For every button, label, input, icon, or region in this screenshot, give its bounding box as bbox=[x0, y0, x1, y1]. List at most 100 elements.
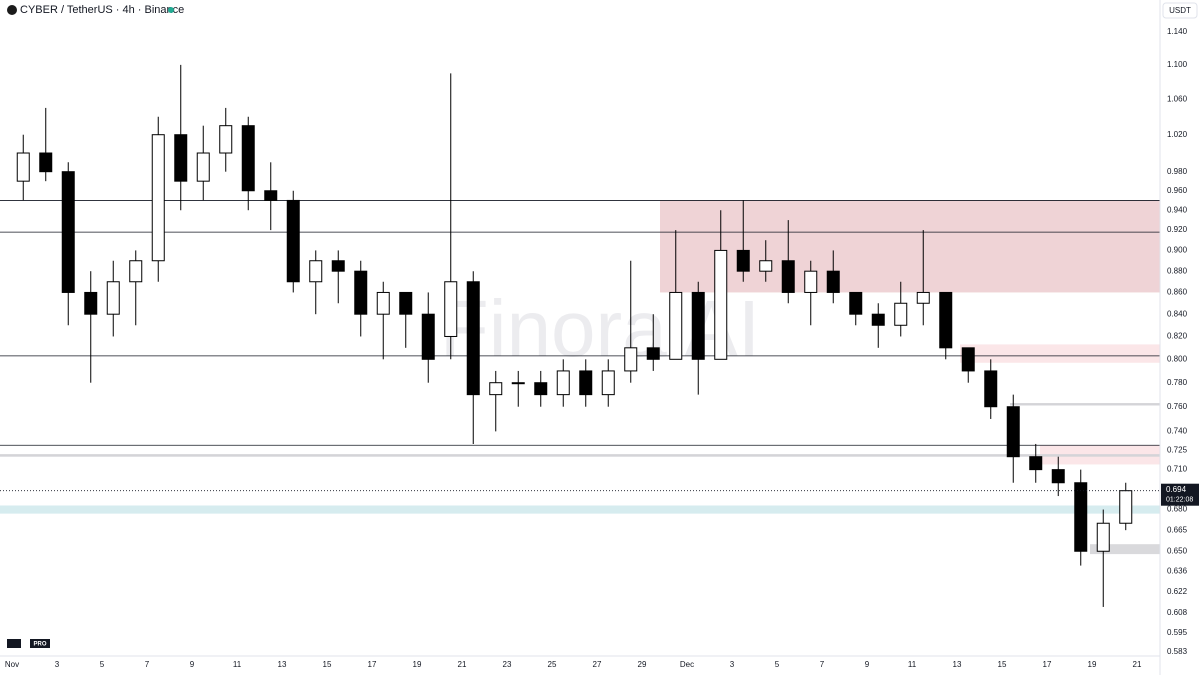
candle-body bbox=[849, 291, 863, 315]
candle-body bbox=[579, 370, 593, 396]
candle-body bbox=[511, 382, 525, 385]
y-tick-label: 0.636 bbox=[1167, 566, 1188, 575]
candle-body bbox=[16, 152, 30, 182]
symbol-title[interactable]: CYBER / TetherUS · 4h · Binance bbox=[20, 4, 184, 16]
candle-body bbox=[961, 347, 975, 372]
candle-body bbox=[196, 152, 210, 182]
y-tick-label: 0.583 bbox=[1167, 647, 1188, 656]
candle-body bbox=[624, 347, 638, 372]
candle-body bbox=[939, 291, 953, 349]
x-tick-label: 23 bbox=[503, 660, 512, 669]
currency-box[interactable] bbox=[1162, 2, 1198, 19]
x-tick-label: 29 bbox=[638, 660, 647, 669]
x-tick-label: 3 bbox=[730, 660, 735, 669]
candle-body bbox=[714, 249, 728, 360]
x-tick-label: 5 bbox=[775, 660, 780, 669]
x-tick-label: 11 bbox=[233, 660, 242, 669]
candle-body bbox=[421, 313, 435, 360]
x-tick-label: 17 bbox=[1043, 660, 1052, 669]
last-price-label: 0.694 bbox=[1166, 485, 1187, 494]
y-tick-label: 0.710 bbox=[1167, 465, 1188, 474]
watermark: Finora AI bbox=[440, 284, 760, 373]
y-tick-label: 1.100 bbox=[1167, 60, 1188, 69]
tv-logo bbox=[7, 639, 21, 648]
candle-body bbox=[669, 291, 683, 360]
x-tick-label: 17 bbox=[368, 660, 377, 669]
candle-body bbox=[556, 370, 570, 396]
candle-body bbox=[399, 291, 413, 315]
candle-body bbox=[1096, 522, 1110, 552]
candle-body bbox=[1006, 406, 1020, 458]
y-tick-label: 0.665 bbox=[1167, 525, 1188, 534]
candle-body bbox=[466, 281, 480, 396]
candle-body bbox=[151, 134, 165, 262]
candle-body bbox=[894, 302, 908, 326]
y-tick-label: 0.608 bbox=[1167, 608, 1188, 617]
y-tick-label: 0.725 bbox=[1167, 445, 1188, 454]
y-tick-label: 0.960 bbox=[1167, 186, 1188, 195]
y-tick-label: 0.800 bbox=[1167, 354, 1188, 363]
y-tick-label: 0.820 bbox=[1167, 332, 1188, 341]
y-tick-label: 1.020 bbox=[1167, 130, 1188, 139]
candle-body bbox=[219, 125, 233, 154]
y-tick-label: 0.595 bbox=[1167, 628, 1188, 637]
candle-body bbox=[871, 313, 885, 326]
candle-body bbox=[129, 260, 143, 283]
candle-body bbox=[1074, 482, 1088, 552]
x-tick-label: 19 bbox=[413, 660, 422, 669]
candle-body bbox=[489, 382, 503, 396]
y-tick-label: 0.622 bbox=[1167, 587, 1188, 596]
candle-body bbox=[444, 281, 458, 337]
candle-body bbox=[174, 134, 188, 182]
candle-body bbox=[286, 199, 300, 283]
price-zone bbox=[1010, 403, 1160, 406]
candle-body bbox=[984, 370, 998, 408]
currency: USDT bbox=[1169, 6, 1191, 15]
candle-body bbox=[804, 270, 818, 293]
y-tick-label: 0.920 bbox=[1167, 225, 1188, 234]
candle-body bbox=[106, 281, 120, 315]
x-tick-label: Nov bbox=[5, 660, 19, 669]
status-dot bbox=[168, 7, 174, 13]
candle-body bbox=[331, 260, 345, 272]
candle-body bbox=[264, 190, 278, 201]
candle-body bbox=[691, 291, 705, 360]
pro-label: PRO bbox=[33, 642, 46, 648]
x-tick-label: 15 bbox=[323, 660, 332, 669]
x-tick-label: 11 bbox=[908, 660, 917, 669]
x-tick-label: 7 bbox=[820, 660, 825, 669]
y-tick-label: 1.060 bbox=[1167, 94, 1188, 103]
candle-body bbox=[601, 370, 615, 396]
y-tick-label: 0.740 bbox=[1167, 426, 1188, 435]
y-tick-label: 0.760 bbox=[1167, 402, 1188, 411]
x-tick-label: 15 bbox=[998, 660, 1007, 669]
y-tick-label: 0.650 bbox=[1167, 546, 1188, 555]
candle-body bbox=[1119, 490, 1133, 524]
candle-body bbox=[61, 171, 75, 293]
y-tick-label: 0.880 bbox=[1167, 266, 1188, 275]
candle-body bbox=[1051, 469, 1065, 484]
x-tick-label: 27 bbox=[593, 660, 602, 669]
y-tick-label: 1.140 bbox=[1167, 27, 1188, 36]
candle-body bbox=[309, 260, 323, 283]
price-zone bbox=[0, 505, 1160, 514]
y-tick-label: 0.840 bbox=[1167, 309, 1188, 318]
pro-badge bbox=[30, 639, 50, 648]
x-tick-label: Dec bbox=[680, 660, 694, 669]
countdown: 01:22:08 bbox=[1166, 497, 1193, 504]
x-tick-label: 21 bbox=[1133, 660, 1142, 669]
candle-body bbox=[781, 260, 795, 293]
x-tick-label: 9 bbox=[865, 660, 870, 669]
y-tick-label: 0.940 bbox=[1167, 205, 1188, 214]
x-tick-label: 7 bbox=[145, 660, 150, 669]
candle-body bbox=[39, 152, 53, 173]
x-tick-label: 13 bbox=[953, 660, 962, 669]
y-tick-label: 0.860 bbox=[1167, 288, 1188, 297]
y-tick-label: 0.680 bbox=[1167, 505, 1188, 514]
symbol-icon bbox=[7, 5, 17, 15]
candle-body bbox=[534, 382, 548, 396]
last-price-tag bbox=[1161, 483, 1199, 506]
x-tick-label: 25 bbox=[548, 660, 557, 669]
candle-body bbox=[916, 291, 930, 304]
